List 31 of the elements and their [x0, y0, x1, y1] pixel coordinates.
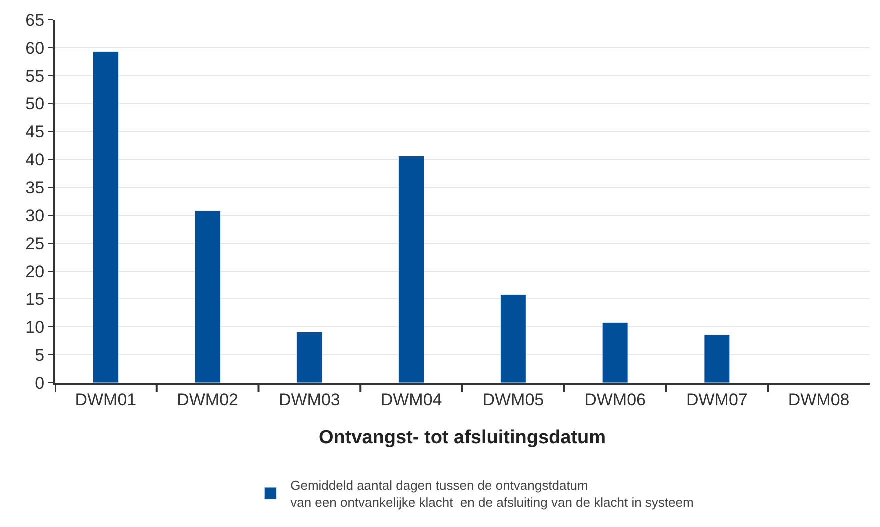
bar [296, 332, 323, 383]
x-tick-label: DWM05 [482, 390, 544, 410]
bar [194, 210, 221, 383]
y-tick-label: 65 [26, 10, 45, 30]
bar [398, 156, 425, 383]
y-tick-label: 35 [26, 178, 45, 198]
bar [500, 294, 526, 383]
x-tick-label: DWM03 [278, 390, 340, 410]
y-tick-label: 50 [26, 94, 45, 114]
y-tick-label: 40 [26, 150, 45, 170]
x-tick-label: DWM02 [177, 390, 239, 410]
x-tick-label: DWM01 [75, 390, 137, 410]
y-tick-label: 55 [26, 66, 45, 86]
y-tick-label: 0 [35, 374, 45, 393]
legend-label: Gemiddeld aantal dagen tussen de ontvangstdatum van een ontvankelijke klacht en de afsluiting van de klacht in systeem [290, 478, 694, 510]
y-tick-label: 30 [26, 206, 45, 226]
x-axis-title: Ontvangst- tot afsluitingsdatum [318, 428, 606, 449]
y-tick-label: 20 [26, 262, 45, 282]
x-tick-label: DWM06 [584, 390, 646, 410]
y-tick-label: 15 [26, 290, 45, 310]
y-tick-label: 10 [26, 318, 45, 338]
bar [602, 322, 628, 383]
bar [92, 52, 119, 383]
y-tick-label: 5 [35, 346, 45, 366]
y-tick-label: 25 [26, 234, 45, 254]
bar [704, 334, 730, 383]
y-tick-label: 60 [26, 38, 45, 58]
x-tick-label: DWM08 [788, 390, 850, 410]
y-tick-label: 45 [26, 122, 45, 142]
x-tick-label: DWM07 [686, 390, 748, 410]
x-tick-label: DWM04 [380, 390, 442, 410]
